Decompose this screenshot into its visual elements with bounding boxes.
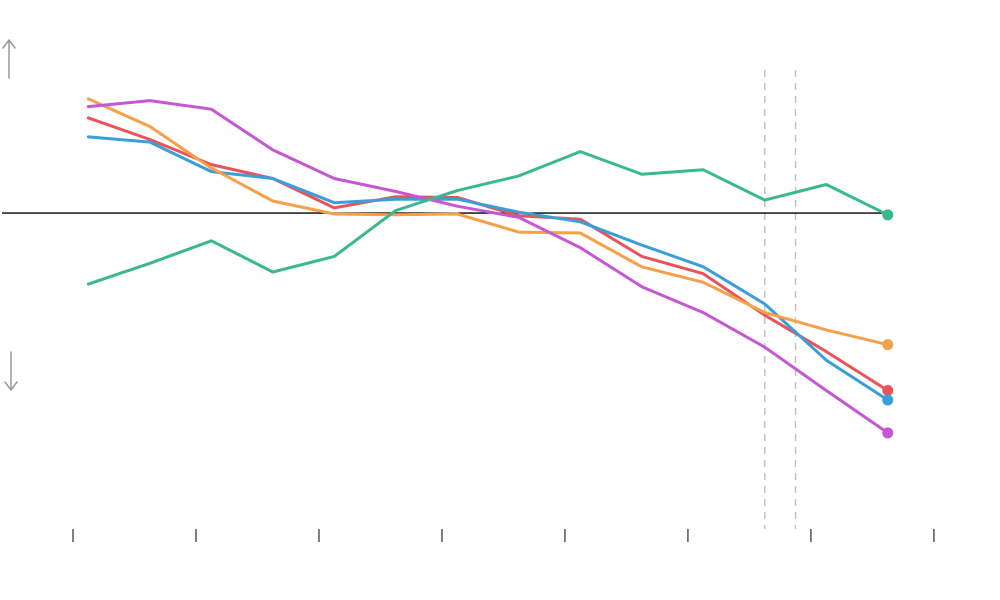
series-line-4 <box>86 99 890 435</box>
series-lines <box>86 97 890 435</box>
series-line-3 <box>86 97 890 347</box>
x-axis-ticks <box>72 529 935 542</box>
series-endpoint-3 <box>882 339 894 351</box>
series-endpoint-2 <box>882 394 894 406</box>
vertical-markers <box>764 70 797 529</box>
series-line-5 <box>86 150 890 286</box>
series-endpoint-4 <box>882 427 894 439</box>
up-arrow-icon <box>2 39 16 79</box>
series-endpoint-5 <box>882 209 894 221</box>
series-endpoint-1 <box>882 385 894 397</box>
down-arrow-icon <box>4 351 18 391</box>
series-endpoints <box>882 209 894 439</box>
series-line-2 <box>86 135 890 402</box>
